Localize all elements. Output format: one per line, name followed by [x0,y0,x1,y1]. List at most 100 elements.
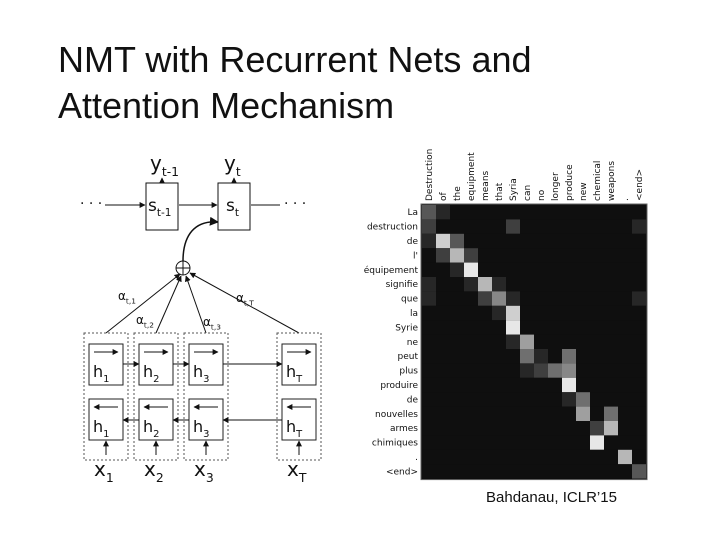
attention-cell [520,320,534,335]
attention-cell [506,464,520,479]
attention-cell [506,262,520,277]
attention-cell [534,435,548,450]
symbol: αt,1 [118,289,136,306]
attention-cell [618,305,632,321]
attention-cell [506,334,520,349]
attention-cell [492,205,506,220]
symbol-sub: 2 [153,374,159,385]
attention-cell [576,377,590,393]
attention-cell [618,377,632,393]
attention-cell [548,363,562,378]
attention-cell [520,377,534,393]
target-word: armes [390,424,418,434]
symbol-sub: t [236,164,241,179]
attention-cell [548,277,562,292]
target-word: la [410,309,418,319]
attention-cell [576,248,590,263]
attention-cell [436,205,450,220]
attention-cell [422,277,436,292]
attention-cell [618,363,632,378]
attention-cell [590,205,604,220]
attention-cell [618,435,632,450]
symbol: x3 [194,457,214,485]
symbol: αt,T [236,291,254,308]
target-word: équipement [364,265,419,276]
attention-cell [548,377,562,393]
source-word: the [453,186,463,201]
source-word: means [481,170,491,201]
attention-cell [506,248,520,263]
attention-cell [450,449,464,465]
attention-cell [632,363,646,378]
attention-cell [478,392,492,407]
attention-cell [548,248,562,263]
attention-cell [548,205,562,220]
attention-cell [618,277,632,292]
attention-cell [604,464,618,479]
diagram-lines [105,177,300,334]
attention-cell [562,248,576,263]
attention-cell [422,435,436,450]
attention-cell [464,262,478,277]
attention-cell [548,305,562,321]
attention-cell [590,392,604,407]
attention-cell [618,406,632,421]
attention-cell [520,262,534,277]
attention-cell [618,421,632,436]
symbol-sub: T [298,470,307,485]
attention-cell [590,262,604,277]
attention-cell [478,219,492,234]
attention-cell [492,305,506,321]
attention-heatmap: La destruction de l' équipement signifie que la… [364,149,648,481]
attention-cell [422,262,436,277]
attention-cell [632,421,646,436]
attention-cell [422,248,436,263]
attention-cell [604,421,618,436]
attention-cell [618,320,632,335]
attention-cell [506,406,520,421]
attention-cell [604,305,618,321]
attention-cell [422,320,436,335]
attention-cell [450,248,464,263]
symbol: hT [286,362,303,385]
attention-cell [478,449,492,465]
symbol: st-1 [148,196,172,219]
attention-cell [576,334,590,349]
attention-cell [576,406,590,421]
attention-cell [450,377,464,393]
attention-cell [478,233,492,249]
attention-cell [506,233,520,249]
attention-cell [520,277,534,292]
symbol-main: h [143,417,153,436]
attention-cell [604,392,618,407]
attention-cell [534,277,548,292]
symbol-sub: 3 [206,470,214,485]
source-word: . [621,198,631,201]
attention-cell [618,205,632,220]
attention-cell [576,219,590,234]
attention-cell [478,305,492,321]
attention-cell [478,262,492,277]
citation: Bahdanau, ICLR’15 [486,489,617,506]
symbol: yt [224,151,241,179]
symbol-main: y [150,151,162,175]
attention-cell [436,421,450,436]
attention-cell [464,291,478,306]
symbol: st [226,196,239,219]
attention-cell [478,320,492,335]
attention-cell [576,449,590,465]
attention-cell [478,435,492,450]
target-word: <end> [386,467,418,477]
attention-cell [562,334,576,349]
symbol-sub: T [295,374,303,385]
attention-cell [478,464,492,479]
attention-cell [506,219,520,234]
attention-cell [534,421,548,436]
attention-cell [478,377,492,393]
attention-cell [506,291,520,306]
attention-cell [618,262,632,277]
attention-cell [590,435,604,450]
attention-cell [436,449,450,465]
attention-cell [450,219,464,234]
symbol-sub: 2 [153,429,159,440]
